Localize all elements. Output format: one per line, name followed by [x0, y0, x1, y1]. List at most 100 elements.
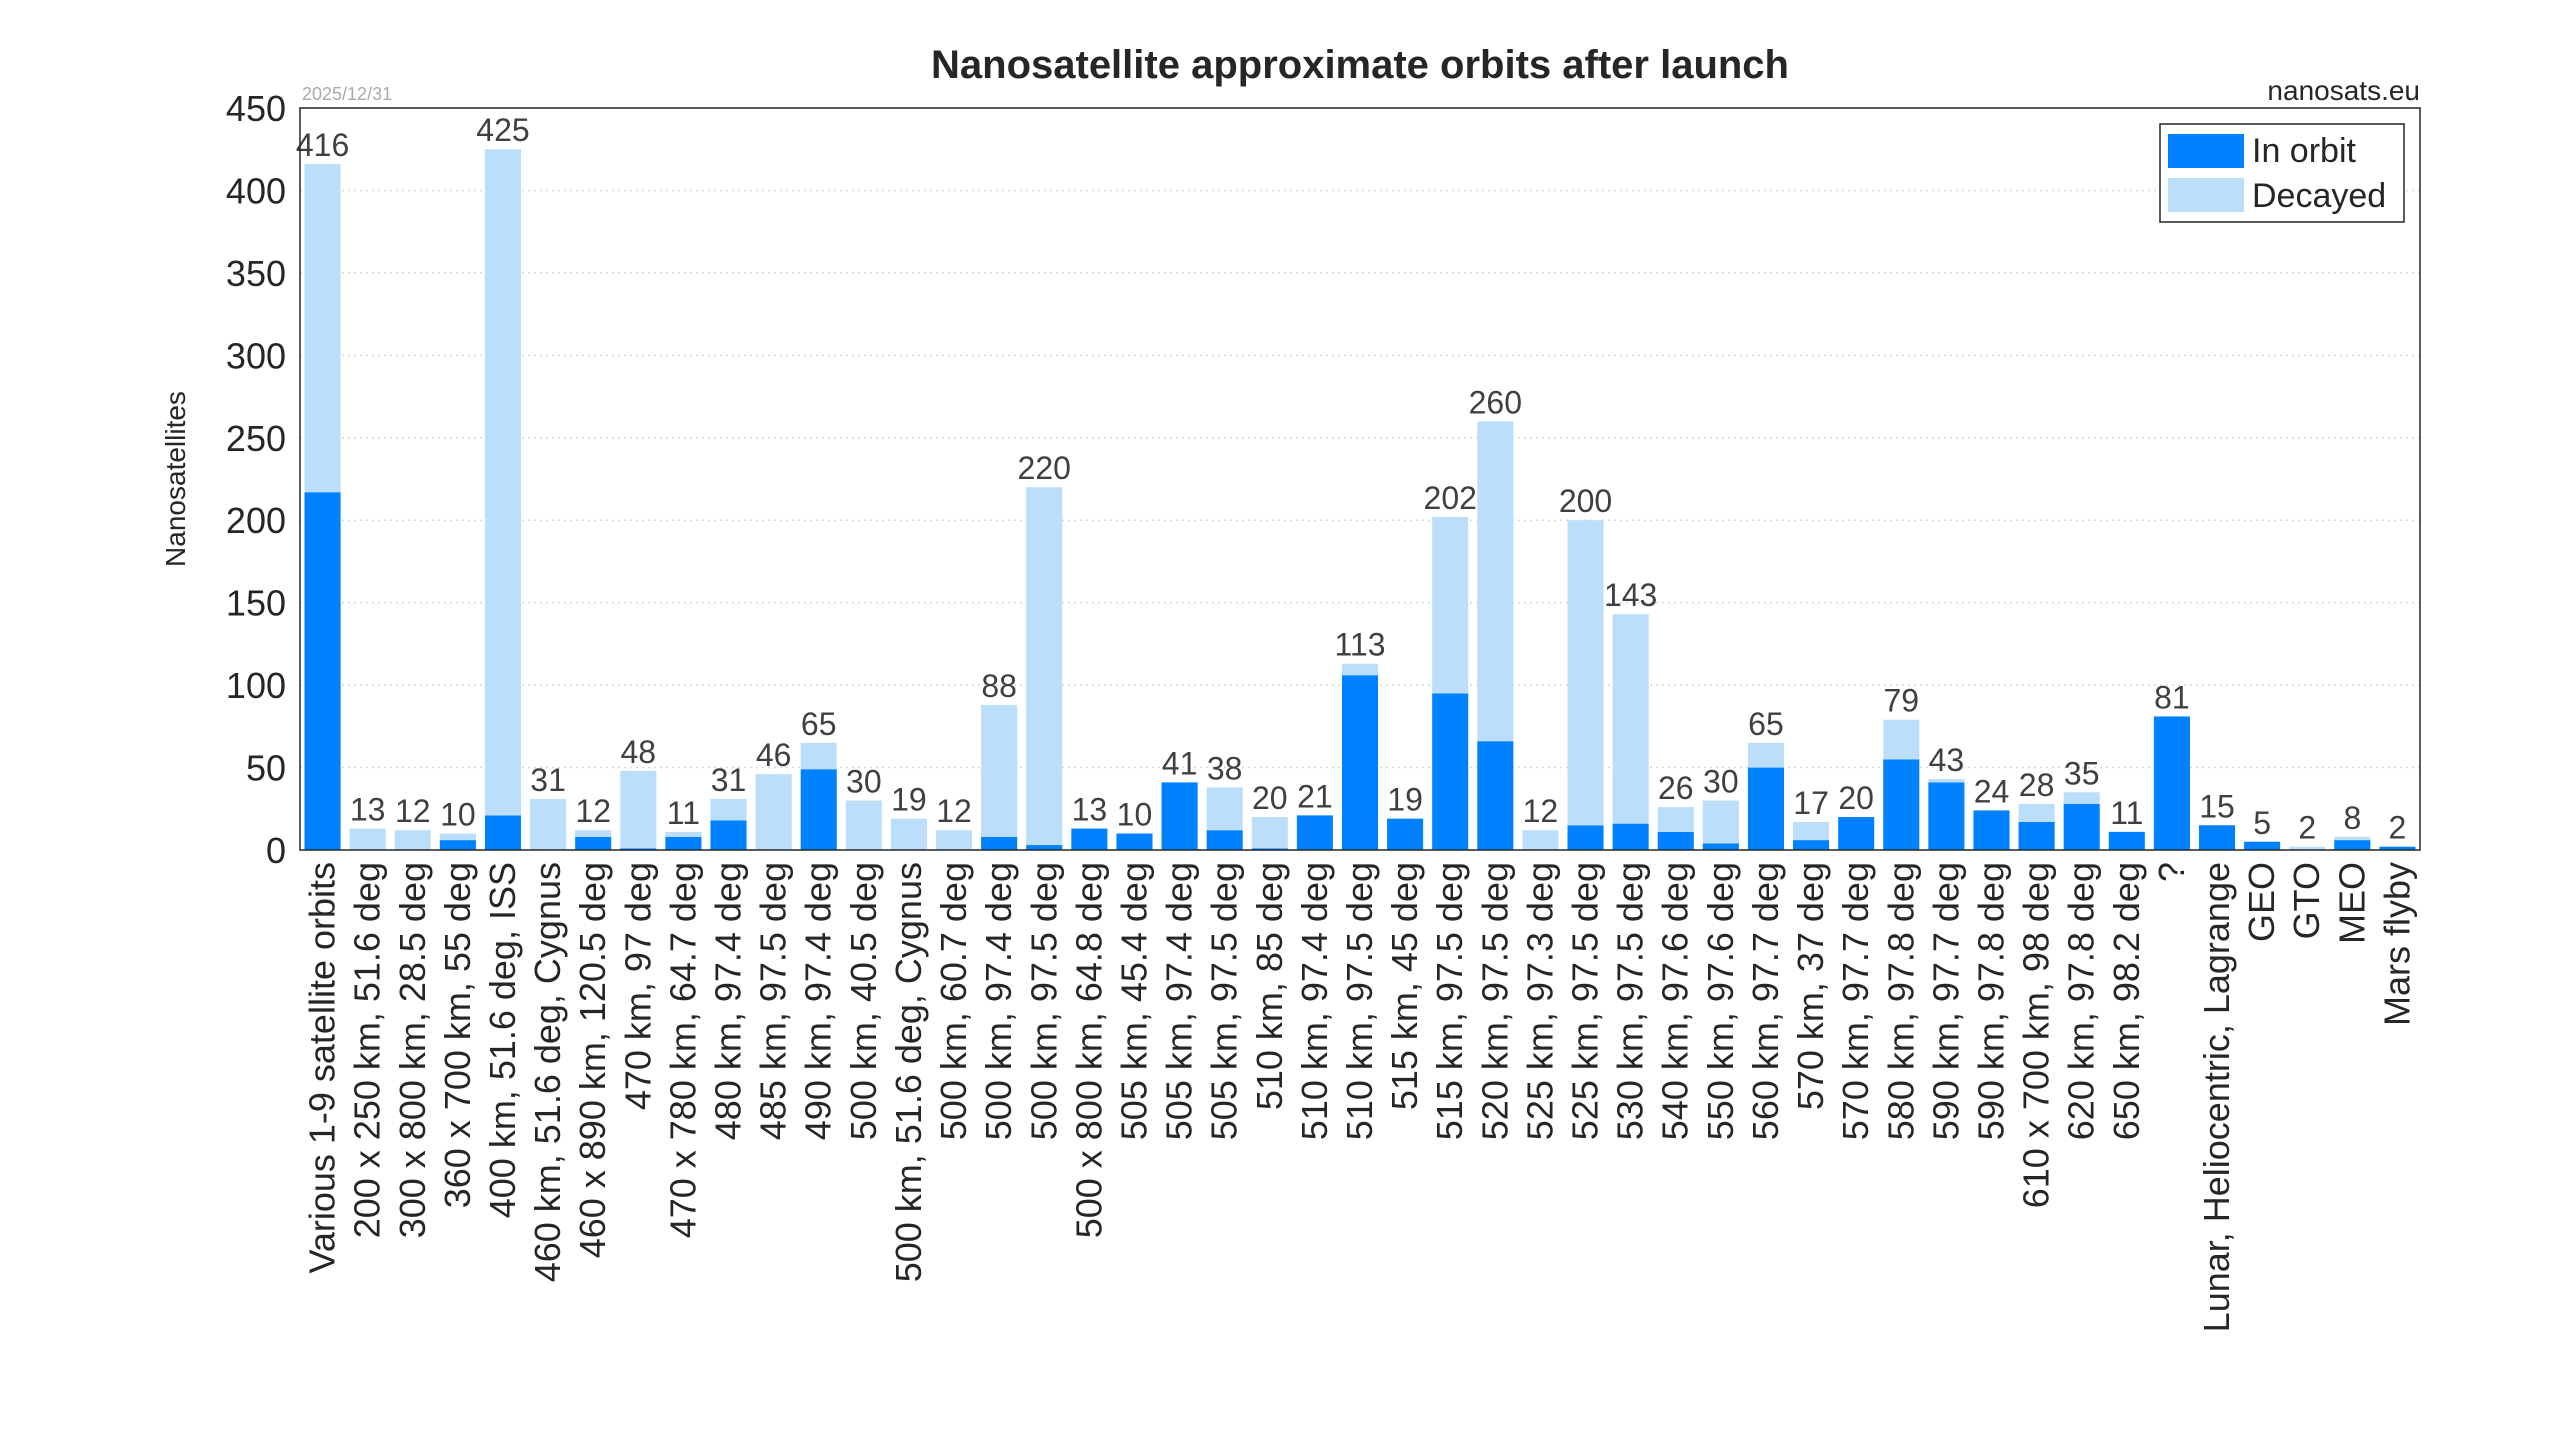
x-tick-labels: Various 1-9 satellite orbits 200 x 250 km… — [302, 862, 2418, 1332]
value-label: 65 — [801, 706, 837, 742]
bar-in-orbit — [981, 836, 1018, 850]
value-label: 2 — [2389, 810, 2407, 846]
y-tick-label: 200 — [226, 500, 286, 541]
bar-in-orbit — [1116, 833, 1153, 850]
y-tick-label: 400 — [226, 170, 286, 211]
x-tick-label: Lunar, Heliocentric, Lagrange — [2196, 862, 2237, 1332]
y-tick-label: 300 — [226, 335, 286, 376]
bar-decayed — [845, 800, 882, 850]
value-label: 220 — [1018, 450, 1071, 486]
bar-decayed — [981, 704, 1018, 837]
x-tick-label: GEO — [2241, 862, 2282, 942]
value-label: 24 — [1974, 773, 2010, 809]
chart-title: Nanosatellite approximate orbits after l… — [931, 43, 1789, 87]
value-label: 17 — [1793, 785, 1829, 821]
legend-swatch-decayed — [2168, 178, 2244, 212]
bar-in-orbit — [2198, 825, 2236, 850]
x-tick-label: 500 km, 51.6 deg, Cygnus — [888, 862, 929, 1282]
bar-decayed — [1251, 817, 1288, 849]
source-label: nanosats.eu — [2267, 75, 2420, 106]
y-axis-label: Nanosatellites — [160, 391, 191, 567]
bar-decayed — [1026, 487, 1063, 846]
bar-decayed — [1702, 800, 1739, 844]
bar-in-orbit — [1071, 828, 1108, 850]
x-tick-label: 570 km, 97.7 deg — [1835, 862, 1876, 1140]
y-tick-label: 0 — [266, 830, 286, 871]
x-tick-label: 540 km, 97.6 deg — [1655, 862, 1696, 1140]
bar-decayed — [755, 774, 792, 850]
bar-in-orbit — [1657, 831, 1694, 850]
value-label: 46 — [756, 737, 792, 773]
x-tick-label: 485 km, 97.5 deg — [753, 862, 794, 1140]
value-label: 5 — [2253, 805, 2271, 841]
x-tick-label: 610 x 700 km, 98 deg — [2016, 862, 2057, 1208]
value-label: 35 — [2064, 755, 2100, 791]
bar-in-orbit — [800, 769, 837, 850]
bar-in-orbit — [710, 820, 747, 850]
x-tick-label: MEO — [2331, 862, 2372, 944]
value-label: 31 — [711, 762, 747, 798]
bar-decayed — [1657, 807, 1694, 832]
bar-in-orbit — [1747, 767, 1784, 850]
value-label: 143 — [1604, 577, 1657, 613]
value-label: 12 — [575, 793, 611, 829]
x-tick-label: 525 km, 97.3 deg — [1519, 862, 1560, 1140]
x-tick-label: 500 km, 40.5 deg — [843, 862, 884, 1140]
bar-in-orbit — [1793, 840, 1830, 850]
value-label: 11 — [2110, 795, 2143, 831]
x-tick-label: 460 km, 51.6 deg, Cygnus — [527, 862, 568, 1282]
value-label: 10 — [440, 797, 476, 833]
bar-decayed — [484, 149, 522, 816]
bar-in-orbit — [1567, 825, 1604, 850]
x-tick-label: 515 km, 45 deg — [1384, 862, 1425, 1110]
x-tick-label: Mars flyby — [2376, 862, 2417, 1026]
bar-decayed — [2063, 792, 2100, 804]
value-label: 113 — [1334, 627, 1385, 663]
x-tick-label: GTO — [2286, 862, 2327, 939]
x-tick-label: 560 km, 97.7 deg — [1745, 862, 1786, 1140]
bar-decayed — [1567, 520, 1604, 826]
bar-in-orbit — [2244, 841, 2281, 850]
date-label: 2025/12/31 — [302, 84, 392, 104]
bar-decayed — [2289, 846, 2326, 850]
x-tick-label: 590 km, 97.7 deg — [1925, 862, 1966, 1140]
x-tick-label: 580 km, 97.8 deg — [1880, 862, 1921, 1140]
x-tick-label: 470 x 780 km, 64.7 deg — [662, 862, 703, 1238]
bar-decayed — [2334, 836, 2371, 841]
x-tick-label: 490 km, 97.4 deg — [798, 862, 839, 1140]
bar-decayed — [1928, 779, 1965, 783]
value-label: 13 — [1072, 792, 1108, 828]
bar-in-orbit — [304, 492, 341, 850]
value-label: 38 — [1207, 750, 1243, 786]
bar-decayed — [1747, 742, 1784, 768]
x-tick-label: 400 km, 51.6 deg, ISS — [482, 862, 523, 1218]
x-tick-label: 520 km, 97.5 deg — [1474, 862, 1515, 1140]
value-label: 28 — [2019, 767, 2055, 803]
x-tick-label: 510 km, 97.4 deg — [1294, 862, 1335, 1140]
value-label: 20 — [1838, 780, 1874, 816]
y-tick-label: 50 — [246, 748, 286, 789]
y-tick-label: 250 — [226, 418, 286, 459]
x-tick-label: 515 km, 97.5 deg — [1429, 862, 1470, 1140]
x-tick-label: 480 km, 97.4 deg — [708, 862, 749, 1140]
x-tick-label: 650 km, 98.2 deg — [2106, 862, 2147, 1140]
bar-decayed — [665, 831, 702, 837]
x-tick-label: 525 km, 97.5 deg — [1565, 862, 1606, 1140]
bar-decayed — [800, 742, 837, 770]
value-label: 26 — [1658, 770, 1694, 806]
value-label: 20 — [1252, 780, 1288, 816]
bar-decayed — [1206, 787, 1243, 831]
value-label: 31 — [530, 762, 566, 798]
bar-in-orbit — [2063, 803, 2100, 850]
bar-decayed — [1883, 719, 1920, 760]
value-label: 30 — [846, 764, 882, 800]
value-label: 260 — [1469, 384, 1522, 420]
value-label: 12 — [936, 793, 972, 829]
bar-in-orbit — [2379, 846, 2416, 850]
bar-in-orbit — [1026, 845, 1063, 850]
x-tick-label: Various 1-9 satellite orbits — [302, 862, 343, 1274]
bar-decayed — [620, 770, 657, 849]
x-tick-label: 505 km, 97.4 deg — [1159, 862, 1200, 1140]
bar-in-orbit — [1341, 675, 1379, 850]
